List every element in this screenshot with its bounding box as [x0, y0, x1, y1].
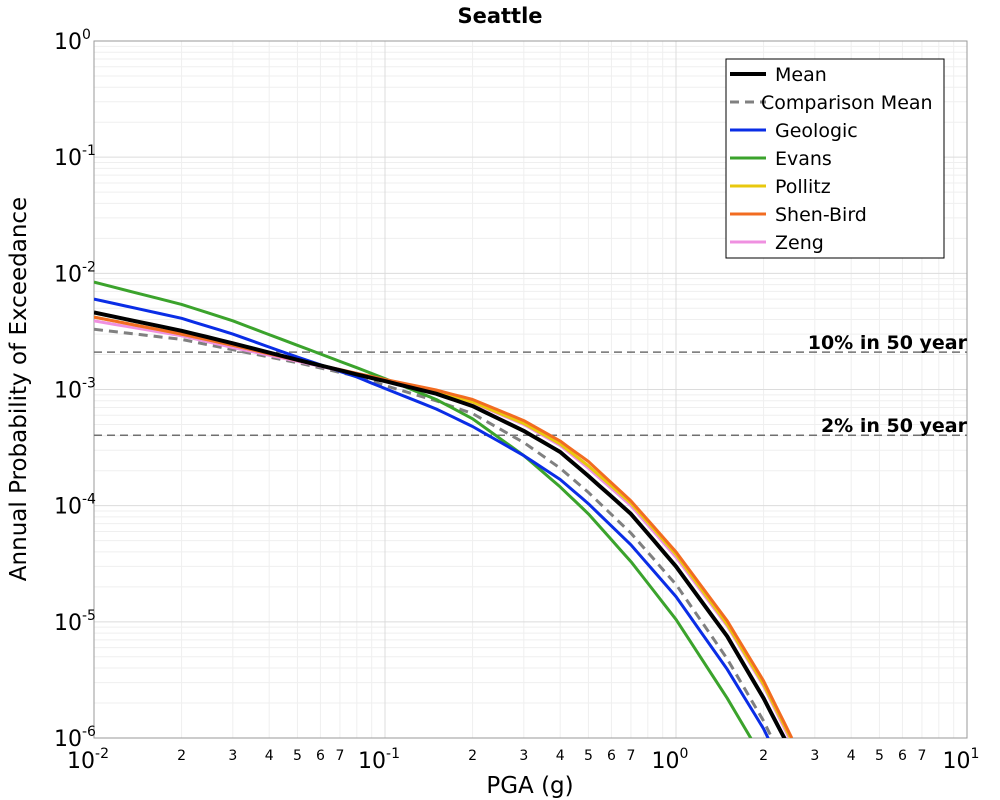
x-minor-tick-label: 4: [556, 748, 565, 764]
series-line-mean: [94, 310, 787, 738]
x-minor-tick-label: 6: [898, 748, 907, 764]
x-tick-label: 101: [943, 746, 980, 774]
x-minor-tick-label: 2: [468, 748, 477, 764]
reference-line-label: 10% in 50 year: [808, 332, 968, 354]
reference-line-label: 2% in 50 year: [821, 415, 968, 437]
x-minor-tick-label: 3: [810, 748, 819, 764]
legend-label: Shen-Bird: [775, 204, 867, 226]
legend-label: Pollitz: [775, 176, 831, 198]
series-line-geologic: [94, 297, 770, 738]
y-tick-label: 10-4: [54, 492, 96, 520]
y-tick-label: 100: [54, 27, 91, 55]
x-minor-tick-label: 7: [917, 748, 926, 764]
x-minor-tick-label: 2: [759, 748, 768, 764]
y-axis-ticks: 100 10-1 10-2 10-3 10-4 10-5 10-6: [54, 27, 96, 752]
x-minor-tick-label: 7: [335, 748, 344, 764]
x-minor-tick-label: 4: [847, 748, 856, 764]
x-minor-tick-label: 4: [265, 748, 274, 764]
x-minor-tick-label: 5: [584, 748, 593, 764]
x-minor-tick-label: 5: [875, 748, 884, 764]
x-minor-tick-label: 3: [519, 748, 528, 764]
legend-label: Geologic: [775, 120, 858, 142]
x-minor-tick-label: 2: [177, 748, 186, 764]
series-lines: [94, 280, 794, 738]
legend-label: Zeng: [775, 232, 824, 254]
legend-label: Evans: [775, 148, 832, 170]
chart-title: Seattle: [457, 4, 542, 28]
x-tick-label: 100: [652, 746, 689, 774]
y-tick-label: 10-1: [54, 143, 96, 171]
x-tick-label: 10-1: [358, 746, 400, 774]
x-minor-tick-label: 5: [293, 748, 302, 764]
y-tick-label: 10-3: [54, 376, 96, 404]
legend-label: Comparison Mean: [761, 92, 933, 114]
series-line-comparison-mean: [94, 327, 774, 738]
x-minor-tick-label: 6: [607, 748, 616, 764]
y-tick-label: 10-6: [54, 724, 96, 752]
x-minor-tick-label: 3: [228, 748, 237, 764]
legend: Mean Comparison Mean Geologic Evans Pollitz S…: [725, 58, 945, 259]
x-minor-tick-label: 6: [316, 748, 325, 764]
plot-frame: [93, 40, 968, 739]
y-tick-label: 10-2: [54, 259, 96, 287]
x-axis-label: PGA (g): [486, 773, 573, 799]
legend-label: Mean: [775, 64, 827, 86]
x-tick-label: 10-2: [67, 746, 109, 774]
y-axis-label: Annual Probability of Exceedance: [6, 197, 32, 581]
y-tick-label: 10-5: [54, 608, 96, 636]
series-line-evans: [94, 280, 753, 738]
x-minor-tick-label: 7: [626, 748, 635, 764]
